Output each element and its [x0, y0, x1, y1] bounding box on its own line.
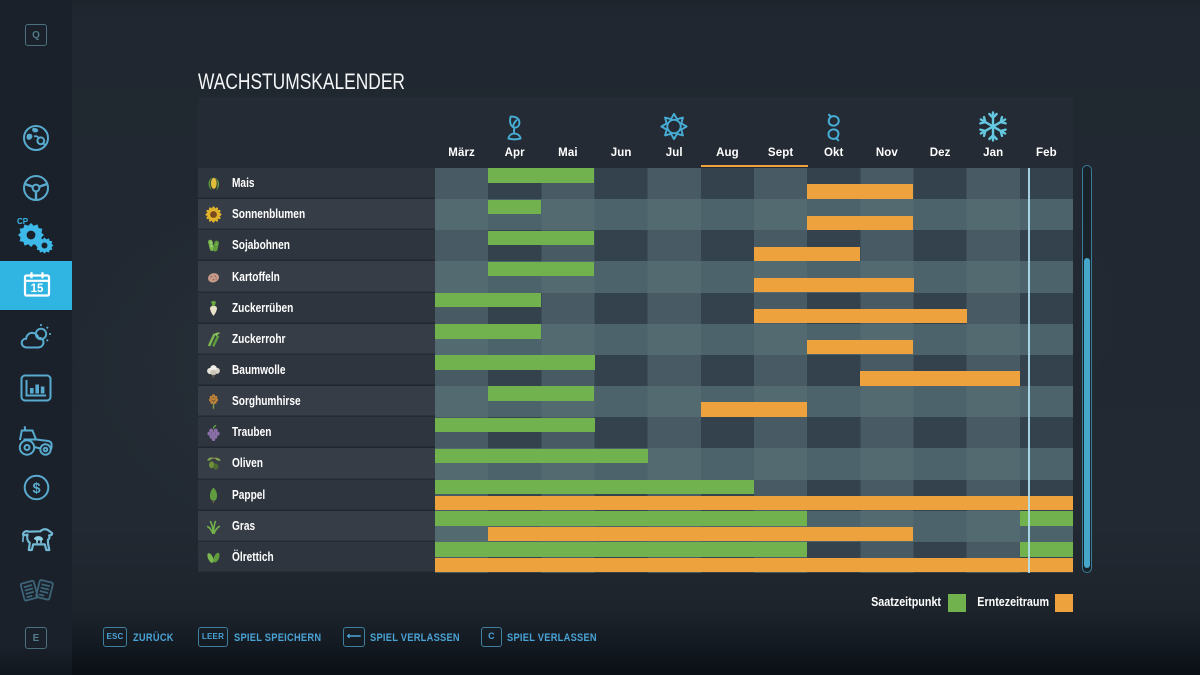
- svg-text:$: $: [32, 481, 40, 497]
